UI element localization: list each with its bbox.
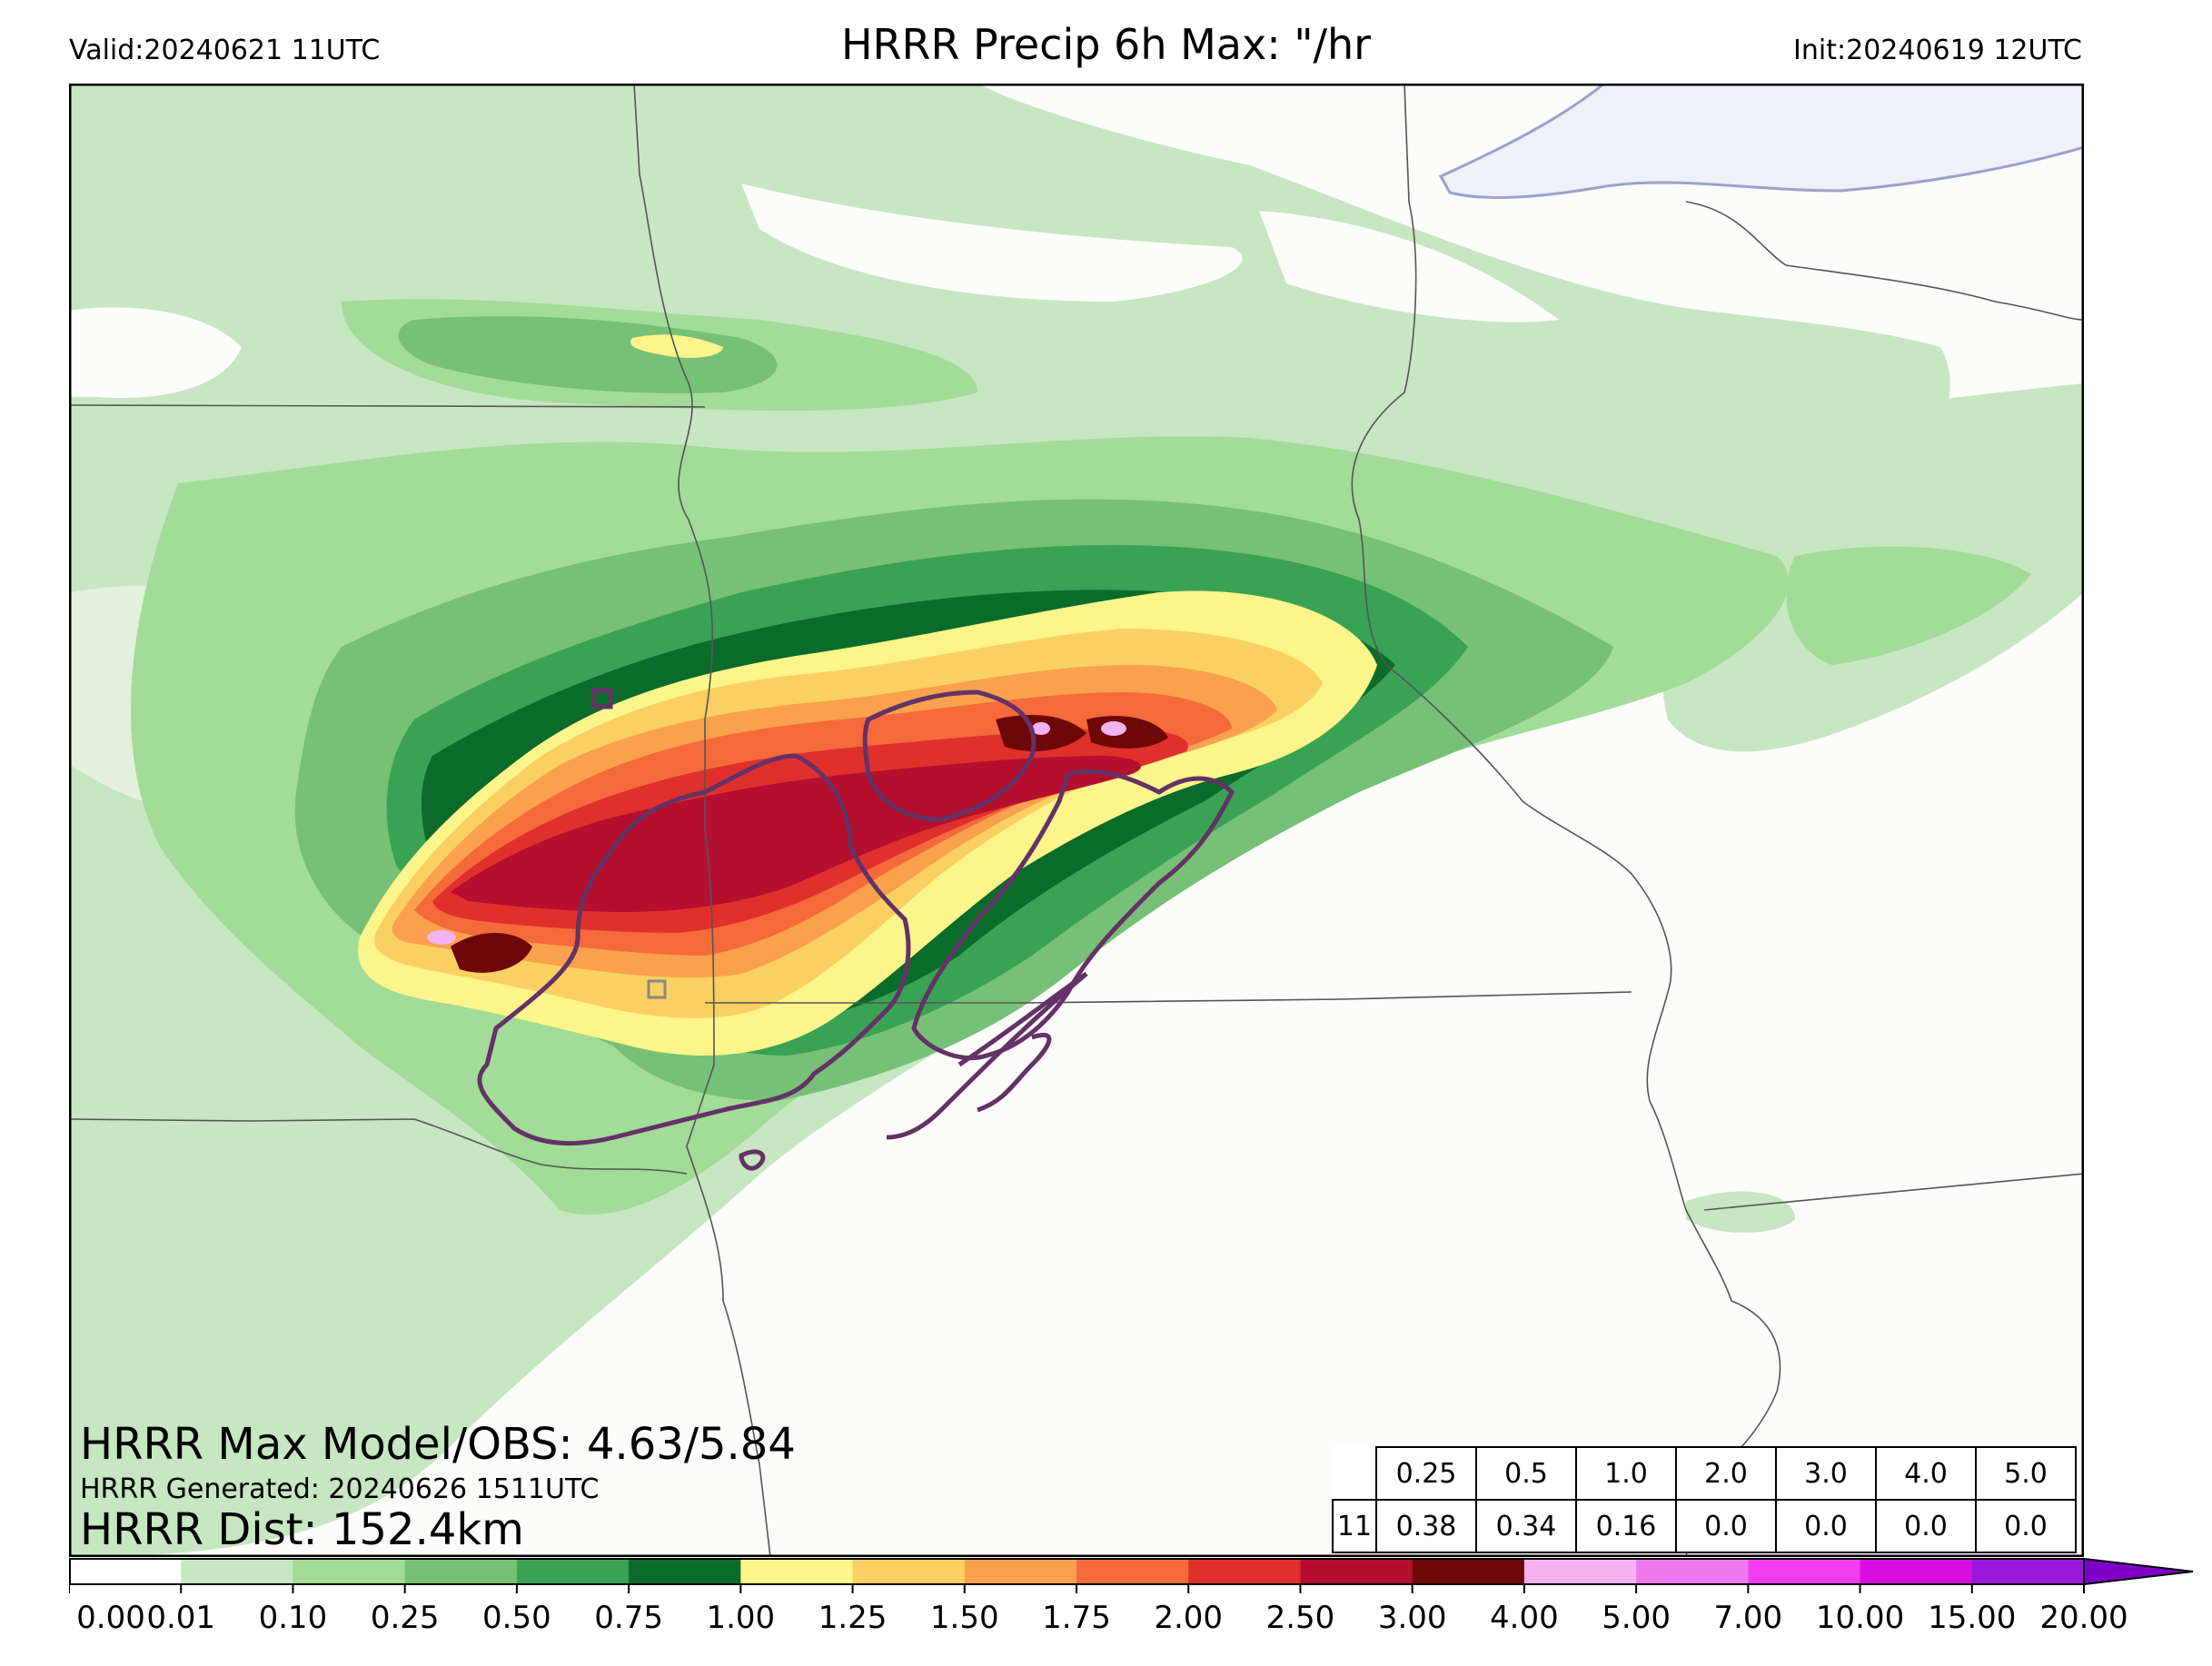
precip-moderate-north: [398, 316, 778, 393]
precip-light-se: [1686, 1191, 1795, 1233]
threshold-value: 0.38: [1375, 1499, 1477, 1553]
colorbar-segment: [1188, 1559, 1302, 1584]
colorbar-segment: [964, 1559, 1077, 1584]
colorbar-tick-label: 2.00: [1154, 1600, 1223, 1636]
threshold-value: 0.0: [1975, 1499, 2077, 1553]
blank-cell: [1333, 1447, 1376, 1500]
lake-superior: [1438, 84, 2084, 199]
threshold-value: 0.0: [1675, 1499, 1777, 1553]
colorbar-segment: [852, 1559, 966, 1584]
obs-contour: [477, 688, 1235, 1171]
dry-patch-nw: [69, 307, 242, 399]
colorbar-segment: [1860, 1559, 1973, 1584]
colorbar-tick-label: 0.10: [259, 1600, 328, 1636]
map-title: HRRR Precip 6h Max: "/hr: [840, 20, 1372, 69]
threshold-header: 1.0: [1575, 1446, 1677, 1501]
init-time-label: Init:20240619 12UTC: [1793, 35, 2082, 66]
state-boundaries: [69, 84, 2084, 1557]
threshold-table: 0.25 0.5 1.0 2.0 3.0 4.0 5.0 11 0.38 0.3…: [1332, 1446, 2077, 1553]
threshold-header: 4.0: [1875, 1446, 1977, 1501]
colorbar-segment: [69, 1559, 182, 1584]
colorbar-segment: [1636, 1559, 1749, 1584]
generated-time-label: HRRR Generated: 20240626 1511UTC: [80, 1473, 600, 1505]
threshold-header: 3.0: [1775, 1446, 1877, 1501]
colorbar-tick-label: 1.00: [706, 1600, 775, 1636]
colorbar-segment: [1300, 1559, 1413, 1584]
colorbar-tick-label: 1.25: [818, 1600, 888, 1636]
precip-crimson: [451, 756, 1141, 912]
threshold-value: 0.0: [1875, 1499, 1977, 1553]
colorbar-tick-label: 0.50: [482, 1600, 551, 1636]
colorbar-tick-label: 0.75: [594, 1600, 663, 1636]
precip-pink-core-2: [1032, 722, 1050, 735]
colorbar-tick-label: 1.75: [1042, 1600, 1111, 1636]
colorbar-segment: [181, 1559, 294, 1584]
colorbar-tick-label: 20.00: [2039, 1600, 2128, 1636]
dry-patch-ne: [1259, 211, 1559, 322]
valid-time-label: Valid:20240621 11UTC: [69, 35, 381, 66]
distance-label: HRRR Dist: 152.4km: [80, 1504, 524, 1555]
dry-patch-north: [741, 183, 1243, 302]
colorbar-segment: [1971, 1559, 2085, 1584]
precip-maroon-core-west: [451, 933, 532, 973]
colorbar-tick-label: 2.50: [1266, 1600, 1335, 1636]
threshold-value: 0.16: [1575, 1499, 1677, 1553]
colorbar-segment: [1412, 1559, 1525, 1584]
colorbar-tick-label: 0.00: [76, 1600, 145, 1636]
colorbar-segment: [516, 1559, 630, 1584]
colorbar-tick-label: 0.01: [146, 1600, 215, 1636]
threshold-value-row: 11 0.38 0.34 0.16 0.0 0.0 0.0 0.0: [1332, 1499, 2077, 1553]
colorbar-tick-label: 10.00: [1816, 1600, 1904, 1636]
precip-yellow-north: [630, 334, 723, 358]
colorbar-segment: [1748, 1559, 1861, 1584]
row-label: 11: [1332, 1499, 1377, 1553]
colorbar-tick-label: 15.00: [1928, 1600, 2016, 1636]
precip-map: [69, 84, 2084, 1557]
colorbar-segment: [629, 1559, 741, 1584]
colorbar-segment: [1523, 1559, 1637, 1584]
max-model-obs-label: HRRR Max Model/OBS: 4.63/5.84: [80, 1419, 796, 1470]
colorbar-tick-label: 1.50: [930, 1600, 999, 1636]
colorbar-tick-label: 0.25: [371, 1600, 440, 1636]
map-frame: [69, 84, 2084, 1557]
colorbar-tick-label: 4.00: [1490, 1600, 1559, 1636]
precip-pink-core-3: [1101, 721, 1126, 736]
threshold-header: 5.0: [1975, 1446, 2077, 1501]
threshold-value: 0.34: [1475, 1499, 1577, 1553]
threshold-header-row: 0.25 0.5 1.0 2.0 3.0 4.0 5.0: [1333, 1446, 2077, 1501]
colorbar-segment: [740, 1559, 854, 1584]
colorbar-tick-label: 5.00: [1602, 1600, 1671, 1636]
threshold-value: 0.0: [1775, 1499, 1877, 1553]
colorbar-segment: [1076, 1559, 1189, 1584]
station-marker: [647, 979, 667, 999]
threshold-header: 2.0: [1675, 1446, 1777, 1501]
colorbar-tick-label: 7.00: [1713, 1600, 1782, 1636]
precip-medium-east: [1786, 546, 2031, 665]
threshold-header: 0.25: [1375, 1446, 1477, 1501]
colorbar-tick-label: 3.00: [1378, 1600, 1447, 1636]
colorbar-extend-arrow: [2083, 1557, 2194, 1586]
colorbar-segment: [404, 1559, 518, 1584]
threshold-header: 0.5: [1475, 1446, 1577, 1501]
colorbar-segment: [293, 1559, 406, 1584]
colorbar: 0.00 0.01 0.10 0.25 0.50 0.75 1.00 1.25 1.50 1.75…: [69, 1557, 2194, 1636]
precip-pink-core-1: [427, 930, 456, 945]
